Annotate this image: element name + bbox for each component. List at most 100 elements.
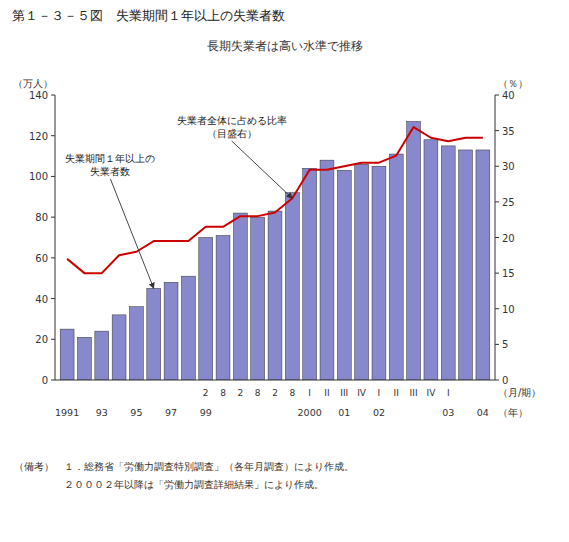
y2-tick-label: 5 [502,339,508,350]
bar [251,217,265,380]
y-tick-label: 0 [42,375,48,386]
chart: 第１－３－５図 失業期間１年以上の失業者数長期失業者は高い水準で推移020406… [0,0,569,542]
bar [389,154,403,380]
bar [303,168,317,380]
x-tick-label: 8 [220,388,226,398]
bar [95,331,109,380]
annotation-line: 失業者数 [90,166,130,177]
y-tick [51,217,55,218]
y2-tick [495,344,499,345]
bar [233,213,247,380]
annotation: 失業期間１年以上の失業者数 [65,153,155,177]
bar [441,146,455,380]
bar [320,160,334,380]
bar [285,193,299,380]
y-tick-label: 20 [35,334,48,345]
x-year-label: 99 [200,407,212,418]
y2-tick [495,95,499,96]
subtitle: 長期失業者は高い水準で推移 [207,39,363,53]
y2-tick [495,273,499,274]
bar [407,121,421,380]
x-year-label: 01 [338,407,350,418]
x-year-label: 04 [477,407,489,418]
x-tick-label: 8 [255,388,261,398]
annotation-arrow [110,179,153,288]
x-year-label: 03 [442,407,454,418]
x-tick-label: II [394,388,399,398]
x-tick-label: 2 [272,388,278,398]
bar [372,166,386,380]
y-axis [55,95,56,380]
bar [181,276,195,380]
y2-tick [495,201,499,202]
x-year-label: 95 [130,407,142,418]
annotation-line: 失業期間１年以上の [65,153,155,164]
annotation-line: 失業者全体に占める比率 [177,115,287,126]
y-tick [51,339,55,340]
y-tick-label: 40 [35,294,48,305]
x-tick-label: I [378,388,381,398]
bar [337,170,351,380]
y2-tick-label: 15 [502,268,515,279]
background [0,0,569,542]
y-tick-label: 80 [35,212,48,223]
bar [129,307,143,380]
bar [268,211,282,380]
plot-area [60,121,490,380]
y-tick [51,135,55,136]
annotation-line: （目盛右） [207,128,257,139]
line [67,127,483,273]
x-tick-label: IV [357,388,367,398]
y2-tick [495,237,499,238]
x-label: （月/期） [498,387,541,398]
y-tick [51,380,55,381]
x2-label: （年） [498,407,528,418]
y-tick-label: 100 [29,171,48,182]
bar [476,150,490,380]
bar [459,150,473,380]
bar [112,315,126,380]
x-tick-label: 2 [203,388,209,398]
x-axis [55,380,495,381]
y2-tick-label: 30 [502,161,515,172]
y2-tick-label: 40 [502,90,515,101]
bar [60,329,74,380]
x-tick-label: II [324,388,329,398]
x-tick-label: 2 [237,388,243,398]
bar [147,288,161,380]
bar [78,337,92,380]
y-tick [51,257,55,258]
y2-tick [495,308,499,309]
y-tick [51,95,55,96]
x-tick-label: IV [426,388,436,398]
y2-tick [495,166,499,167]
x-year-label: 1991 [55,407,79,418]
y2-tick-label: 10 [502,304,515,315]
bar [164,282,178,380]
bar [424,140,438,380]
y-tick [51,176,55,177]
bar [216,235,230,380]
note: （備考） １．総務省「労働力調査特別調査」（各年月調査）により作成。 [14,461,354,472]
y2-tick [495,130,499,131]
x-tick-label: III [340,388,348,398]
y-label: （万人） [13,78,53,89]
y-tick-label: 120 [29,131,48,142]
y-tick-label: 140 [29,90,48,101]
annotation-arrow [232,141,293,198]
x-tick-label: 8 [289,388,295,398]
y2-tick-label: 0 [502,375,508,386]
x-tick-label: I [447,388,450,398]
x-year-label: 93 [96,407,108,418]
y-tick-label: 60 [35,253,48,264]
x-year-label: 97 [165,407,177,418]
y2-tick [495,380,499,381]
note: ２０００２年以降は「労働力調査詳細結果」により作成。 [14,479,324,490]
bar [199,238,213,381]
x-year-label: 02 [373,407,385,418]
y2-label: （％） [498,78,528,89]
x-year-label: 2000 [298,407,322,418]
bar [355,164,369,380]
y2-tick-label: 25 [502,197,515,208]
annotation: 失業者全体に占める比率 （目盛右） [177,115,287,139]
